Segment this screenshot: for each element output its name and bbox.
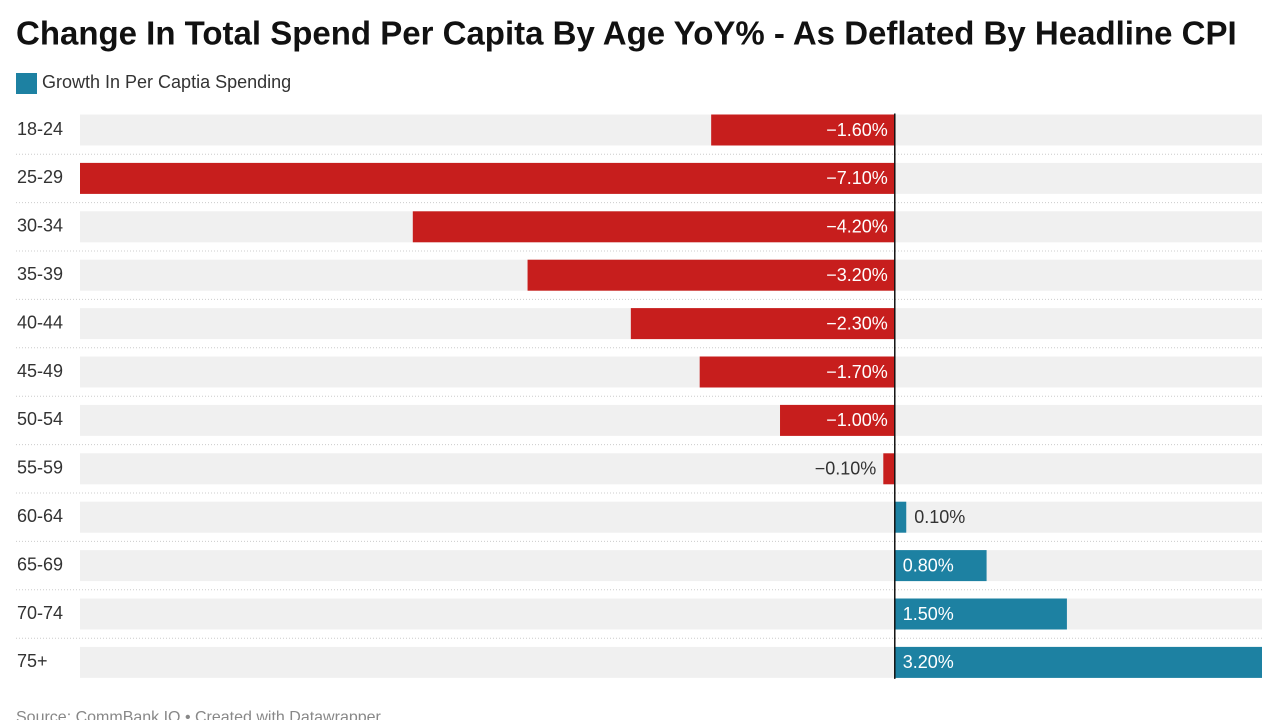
y-tick-label: 30-34 bbox=[17, 216, 63, 236]
row-background bbox=[80, 598, 1262, 630]
row-background bbox=[80, 453, 1262, 485]
source-note: Source: CommBank IQ • Created with Dataw… bbox=[16, 709, 382, 720]
legend-label: Growth In Per Captia Spending bbox=[42, 72, 291, 92]
row-background bbox=[80, 501, 1262, 533]
value-label: −4.20% bbox=[826, 217, 888, 237]
bar bbox=[412, 211, 895, 243]
row-background bbox=[80, 114, 1262, 146]
value-label: −7.10% bbox=[826, 168, 888, 188]
y-tick-label: 55-59 bbox=[17, 458, 63, 478]
value-label: 3.20% bbox=[903, 652, 954, 672]
bar bbox=[894, 550, 987, 582]
y-tick-label: 40-44 bbox=[17, 312, 63, 332]
row-background bbox=[80, 356, 1262, 388]
value-label: −1.00% bbox=[826, 410, 888, 430]
row-background bbox=[80, 550, 1262, 582]
value-label: 1.50% bbox=[903, 604, 954, 624]
value-label: −0.10% bbox=[815, 459, 877, 479]
chart-title: Change In Total Spend Per Capita By Age … bbox=[16, 15, 1237, 52]
y-tick-label: 50-54 bbox=[17, 409, 63, 429]
y-tick-label: 25-29 bbox=[17, 167, 63, 187]
y-tick-label: 60-64 bbox=[17, 506, 63, 526]
value-label: −1.60% bbox=[826, 120, 888, 140]
y-tick-label: 18-24 bbox=[17, 119, 63, 139]
bar bbox=[80, 162, 895, 194]
value-label: −1.70% bbox=[826, 362, 888, 382]
row-background bbox=[80, 404, 1262, 436]
bar bbox=[630, 308, 895, 340]
bar bbox=[894, 501, 907, 533]
bar bbox=[527, 259, 895, 291]
value-label: 0.80% bbox=[903, 555, 954, 575]
y-tick-label: 35-39 bbox=[17, 264, 63, 284]
value-label: −2.30% bbox=[826, 313, 888, 333]
value-label: 0.10% bbox=[914, 507, 965, 527]
bar bbox=[711, 114, 895, 146]
bar bbox=[699, 356, 895, 388]
bar bbox=[894, 598, 1067, 630]
legend-swatch bbox=[16, 73, 37, 94]
bar bbox=[894, 646, 1262, 678]
y-tick-label: 65-69 bbox=[17, 554, 63, 574]
bar bbox=[780, 404, 895, 436]
y-tick-label: 45-49 bbox=[17, 361, 63, 381]
bar bbox=[883, 453, 895, 485]
y-tick-label: 75+ bbox=[17, 651, 48, 671]
y-tick-label: 70-74 bbox=[17, 603, 63, 623]
value-label: −3.20% bbox=[826, 265, 888, 285]
